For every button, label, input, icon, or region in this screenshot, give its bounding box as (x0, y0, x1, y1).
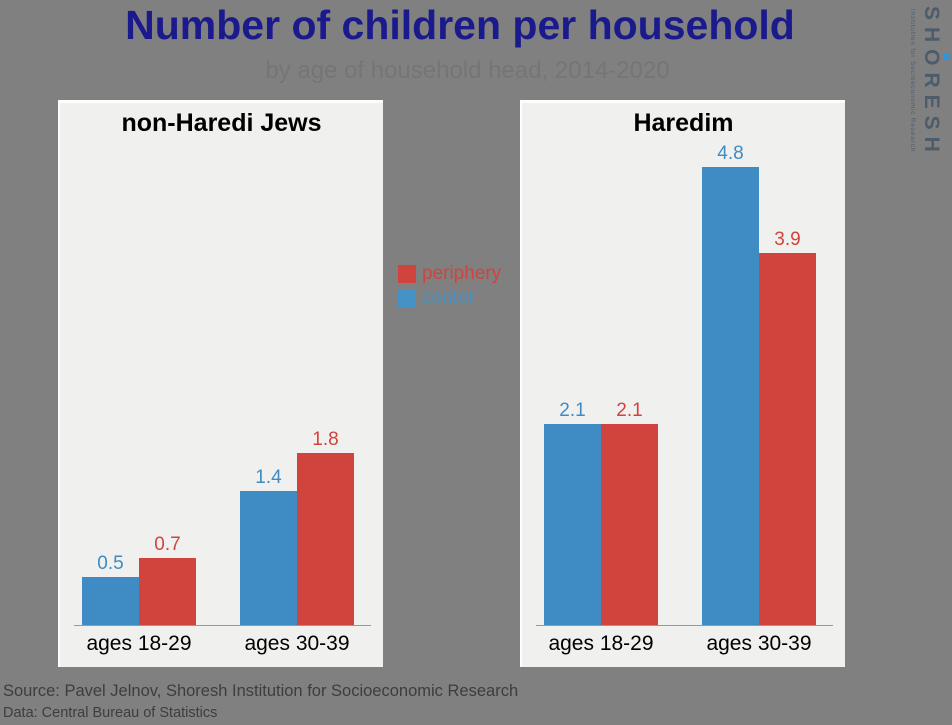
legend-label-center: center (422, 287, 475, 308)
category-label: ages 18-29 (86, 632, 192, 655)
legend-swatch-periphery (398, 264, 416, 283)
bar-center-ages-18-29 (544, 424, 601, 625)
panel-title-non-haredi-jews: non-Haredi Jews (121, 109, 322, 137)
x-axis-line (536, 625, 833, 626)
bar-periphery-ages-18-29 (139, 558, 196, 625)
panel-haredim: Haredim 2.1 2.1 ages 18-29 4.8 3.9 ages 30-39 (520, 100, 845, 667)
footer: Source: Pavel Jelnov, Shoresh Institutio… (3, 682, 518, 721)
panel-non-haredi-jews: non-Haredi Jews 0.5 0.7 ages 18-29 1.4 1.8 ag… (58, 100, 383, 667)
bar-center-ages-18-29 (82, 577, 139, 625)
logo-tagline: Institution for Socioeconomic Research (909, 9, 916, 153)
data-credit: Data: Central Bureau of Statistics (3, 705, 218, 721)
x-axis-line (74, 625, 371, 626)
panel-title-haredim: Haredim (633, 109, 734, 137)
legend-item-periphery: periphery (398, 264, 501, 283)
bar-value-label: 3.9 (774, 229, 801, 250)
bar-value-label: 2.1 (559, 400, 586, 421)
bar-center-ages-30-39 (702, 167, 759, 625)
bar-periphery-ages-30-39 (759, 253, 816, 625)
plot-haredim: 2.1 2.1 ages 18-29 4.8 3.9 ages 30-39 (522, 103, 845, 655)
bar-value-label: 2.1 (616, 400, 643, 421)
bar-value-label: 4.8 (717, 143, 744, 164)
legend-label-periphery: periphery (422, 263, 502, 284)
page-subtitle: by age of household head, 2014-2020 (265, 57, 670, 84)
page-title: Number of children per household (125, 2, 795, 48)
category-label: ages 30-39 (244, 632, 350, 655)
bar-value-label: 0.5 (97, 553, 124, 574)
category-label: ages 18-29 (548, 632, 654, 655)
bar-value-label: 0.7 (154, 534, 181, 555)
logo-wordmark: SHORESH (920, 6, 943, 159)
bar-value-label: 1.8 (312, 429, 339, 450)
bar-center-ages-30-39 (240, 491, 297, 625)
bar-periphery-ages-30-39 (297, 453, 354, 625)
bar-periphery-ages-18-29 (601, 424, 658, 625)
logo-dot-icon (943, 53, 950, 60)
source-credit: Source: Pavel Jelnov, Shoresh Institutio… (3, 682, 519, 700)
legend-item-center: center (398, 288, 501, 307)
plot-non-haredi-jews: 0.5 0.7 ages 18-29 1.4 1.8 ages 30-39 (60, 103, 383, 655)
legend-swatch-center (398, 288, 416, 307)
category-label: ages 30-39 (706, 632, 812, 655)
bar-value-label: 1.4 (255, 467, 282, 488)
legend: periphery center (398, 264, 501, 312)
shoresh-logo: Institution for Socioeconomic Research S… (906, 2, 952, 187)
